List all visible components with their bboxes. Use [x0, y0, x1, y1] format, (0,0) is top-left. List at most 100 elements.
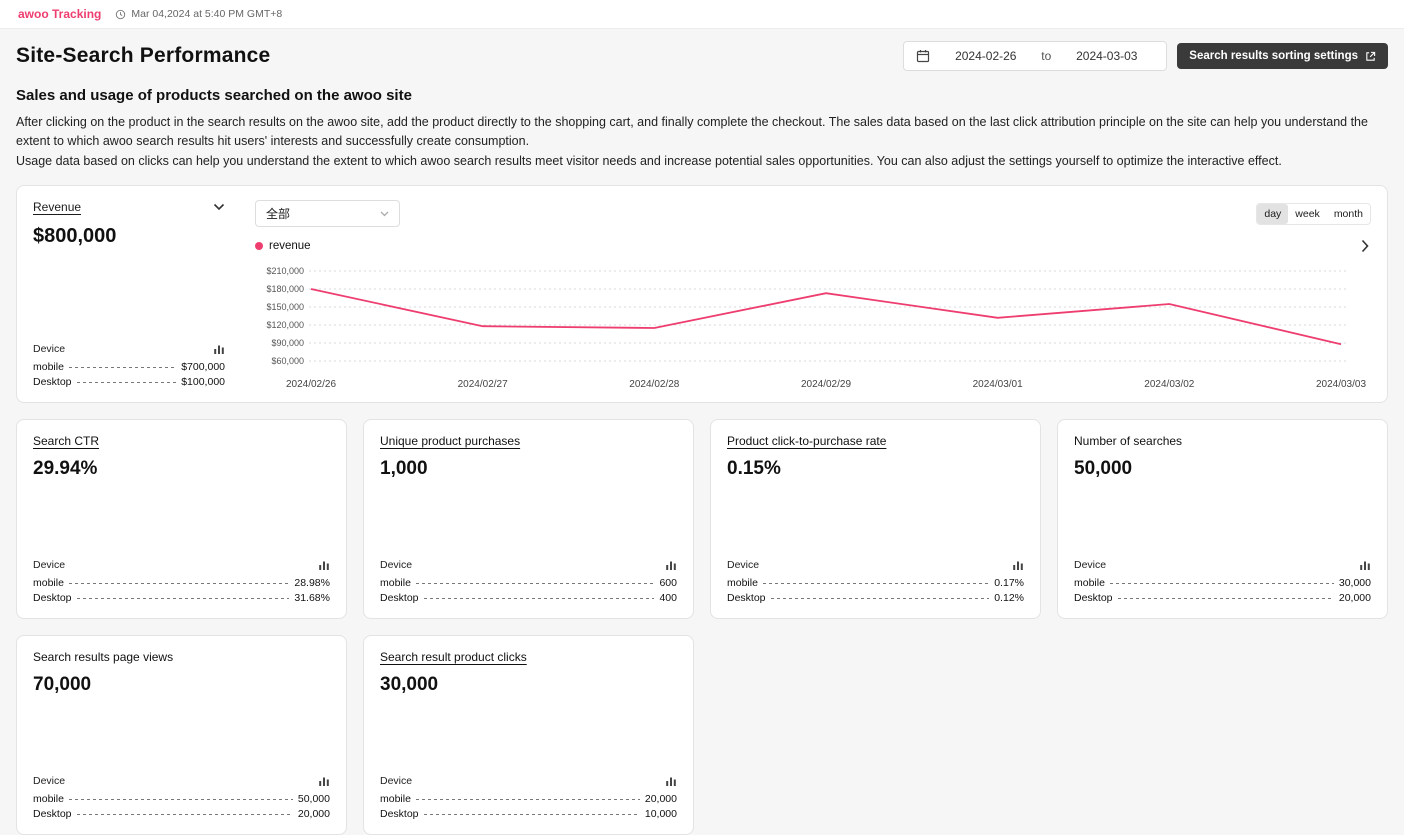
device-value: 0.17%: [994, 577, 1024, 590]
device-value: $100,000: [181, 376, 225, 389]
device-name: Desktop: [380, 592, 419, 605]
device-name: mobile: [33, 793, 64, 806]
svg-text:2024/02/29: 2024/02/29: [801, 379, 851, 390]
svg-text:2024/03/01: 2024/03/01: [973, 379, 1023, 390]
external-link-icon: [1366, 51, 1376, 61]
date-range-picker[interactable]: 2024-02-26 to 2024-03-03: [903, 41, 1168, 71]
device-label: Device: [33, 343, 66, 356]
device-row: mobile 50,000: [33, 792, 330, 807]
device-value: 50,000: [297, 793, 330, 806]
device-breakdown: Device mobile 30,000 Desktop 20,000: [1074, 559, 1371, 606]
device-value: 400: [659, 592, 677, 605]
metric-selector-label: Revenue: [33, 200, 82, 215]
granularity-option[interactable]: day: [1257, 203, 1289, 224]
device-row: Desktop 31.68%: [33, 591, 330, 606]
svg-text:2024/03/02: 2024/03/02: [1144, 379, 1194, 390]
calendar-icon[interactable]: [916, 49, 930, 63]
legend-label: revenue: [269, 240, 311, 253]
device-row: Desktop 20,000: [1074, 591, 1371, 606]
section-description-1: After clicking on the product in the sea…: [16, 115, 1368, 149]
svg-text:2024/03/03: 2024/03/03: [1316, 379, 1366, 390]
device-name: mobile: [33, 577, 64, 590]
svg-text:2024/02/26: 2024/02/26: [286, 379, 336, 390]
dotted-leader: [415, 583, 655, 585]
device-row: mobile 600: [380, 576, 677, 591]
granularity-toggle: day week month: [1256, 202, 1371, 225]
dotted-leader: [762, 583, 990, 585]
device-breakdown: Device mobile 28.98% Desktop 31.68%: [33, 559, 330, 606]
device-breakdown: Device mobile $700,000 Desktop $100,000: [33, 343, 225, 390]
revenue-chart-card: Revenue $800,000 Device mobile $700,000 …: [16, 185, 1388, 404]
device-row: mobile 28.98%: [33, 576, 330, 591]
device-value: 0.12%: [994, 592, 1024, 605]
granularity-option[interactable]: week: [1295, 207, 1320, 220]
device-label: Device: [380, 559, 413, 572]
metric-card-search-ctr: Search CTR 29.94% Device mobile 28.98% D…: [16, 419, 347, 620]
device-name: mobile: [33, 361, 64, 374]
device-name: Desktop: [380, 808, 419, 821]
device-breakdown: Device mobile 600 Desktop 400: [380, 559, 677, 606]
timestamp-text: Mar 04,2024 at 5:40 PM GMT+8: [131, 8, 283, 20]
metric-value: 50,000: [1074, 458, 1133, 480]
metric-value: 70,000: [33, 674, 92, 696]
device-row: mobile 20,000: [380, 792, 677, 807]
segment-filter-dropdown[interactable]: 全部: [255, 200, 400, 228]
clock-icon: [116, 9, 126, 19]
dotted-leader: [68, 583, 290, 585]
dotted-leader: [76, 382, 177, 384]
metric-title[interactable]: Search result product clicks: [380, 650, 527, 665]
dotted-leader: [770, 598, 990, 600]
brand-link[interactable]: awoo Tracking: [18, 7, 102, 21]
svg-text:$150,000: $150,000: [266, 302, 304, 312]
bar-chart-icon: [319, 777, 329, 787]
device-name: mobile: [380, 793, 411, 806]
device-row: Desktop $100,000: [33, 375, 225, 390]
section-description-2: Usage data based on clicks can help you …: [16, 153, 1282, 168]
device-name: Desktop: [33, 376, 72, 389]
granularity-option[interactable]: month: [1333, 207, 1363, 220]
metric-title[interactable]: Search CTR: [33, 434, 100, 449]
dotted-leader: [415, 799, 640, 801]
device-name: mobile: [727, 577, 758, 590]
dotted-leader: [68, 367, 177, 369]
svg-text:$90,000: $90,000: [271, 338, 304, 348]
section-title: Sales and usage of products searched on …: [16, 87, 412, 104]
chevron-down-icon: [213, 204, 225, 211]
device-row: mobile 30,000: [1074, 576, 1371, 591]
metric-title[interactable]: Product click-to-purchase rate: [727, 434, 887, 449]
device-value: 30,000: [1338, 577, 1371, 590]
metric-value: 1,000: [380, 458, 428, 480]
dotted-leader: [423, 598, 655, 600]
device-label: Device: [1074, 559, 1107, 572]
device-breakdown: Device mobile 0.17% Desktop 0.12%: [727, 559, 1024, 606]
metric-title: Search results page views: [33, 650, 174, 665]
device-value: 31.68%: [294, 592, 330, 605]
dotted-leader: [1109, 583, 1334, 585]
device-value: 600: [659, 577, 677, 590]
chart-metric-panel: Revenue $800,000 Device mobile $700,000 …: [33, 200, 225, 390]
legend-dot-icon: [255, 242, 263, 251]
device-value: 20,000: [1338, 592, 1371, 605]
device-value: $700,000: [181, 361, 225, 374]
metric-card-number-of-searches: Number of searches 50,000 Device mobile …: [1057, 419, 1388, 620]
search-sorting-settings-button[interactable]: Search results sorting settings: [1177, 43, 1388, 69]
metric-cards-grid: Search CTR 29.94% Device mobile 28.98% D…: [16, 419, 1388, 835]
chart-next-button[interactable]: [1359, 237, 1371, 255]
bar-chart-icon: [319, 561, 329, 571]
date-range-to-label: to: [1041, 49, 1052, 63]
metric-selector-dropdown[interactable]: Revenue: [33, 200, 225, 214]
date-to-field[interactable]: 2024-03-03: [1076, 49, 1138, 63]
chart-area: 全部 day week month revenue $210,000 $18: [225, 200, 1371, 390]
dotted-leader: [68, 799, 293, 801]
device-label: Device: [33, 775, 66, 788]
svg-text:$60,000: $60,000: [271, 356, 304, 366]
last-updated-timestamp: Mar 04,2024 at 5:40 PM GMT+8: [115, 8, 282, 20]
device-breakdown: Device mobile 20,000 Desktop 10,000: [380, 775, 677, 822]
date-from-field[interactable]: 2024-02-26: [955, 49, 1017, 63]
device-value: 20,000: [297, 808, 330, 821]
metric-title[interactable]: Unique product purchases: [380, 434, 521, 449]
svg-text:2024/02/28: 2024/02/28: [629, 379, 679, 390]
page-title: Site-Search Performance: [16, 44, 271, 67]
dotted-leader: [423, 814, 640, 816]
device-value: 28.98%: [294, 577, 330, 590]
